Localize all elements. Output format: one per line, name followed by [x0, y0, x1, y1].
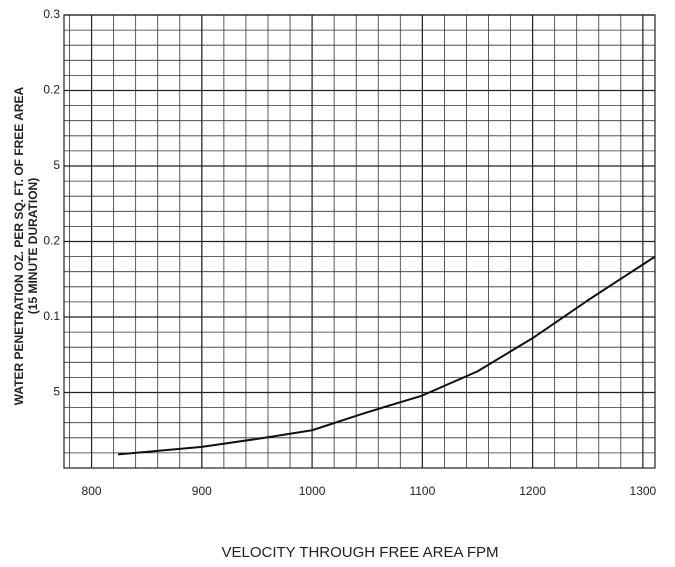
y-tick-label: 5 — [53, 385, 60, 399]
x-tick-label: 800 — [82, 484, 102, 498]
x-tick-label: 1200 — [519, 484, 546, 498]
x-tick-label: 900 — [192, 484, 212, 498]
x-tick-label: 1000 — [299, 484, 326, 498]
x-tick-label: 1300 — [630, 484, 657, 498]
y-axis-title: (15 MINUTE DURATION) — [26, 178, 40, 314]
y-tick-label: 0.1 — [43, 309, 60, 323]
y-axis-title: WATER PENETRATION OZ. PER SQ. FT. OF FRE… — [12, 86, 26, 405]
line — [117, 255, 656, 456]
x-axis-title: VELOCITY THROUGH FREE AREA FPM — [221, 544, 498, 561]
y-tick-label: 0.2 — [43, 234, 60, 248]
x-tick-label: 1100 — [409, 484, 435, 498]
y-tick-label: 0.3 — [43, 7, 60, 21]
y-tick-label: 0.2 — [43, 83, 60, 97]
y-tick-label: 5 — [53, 158, 60, 172]
